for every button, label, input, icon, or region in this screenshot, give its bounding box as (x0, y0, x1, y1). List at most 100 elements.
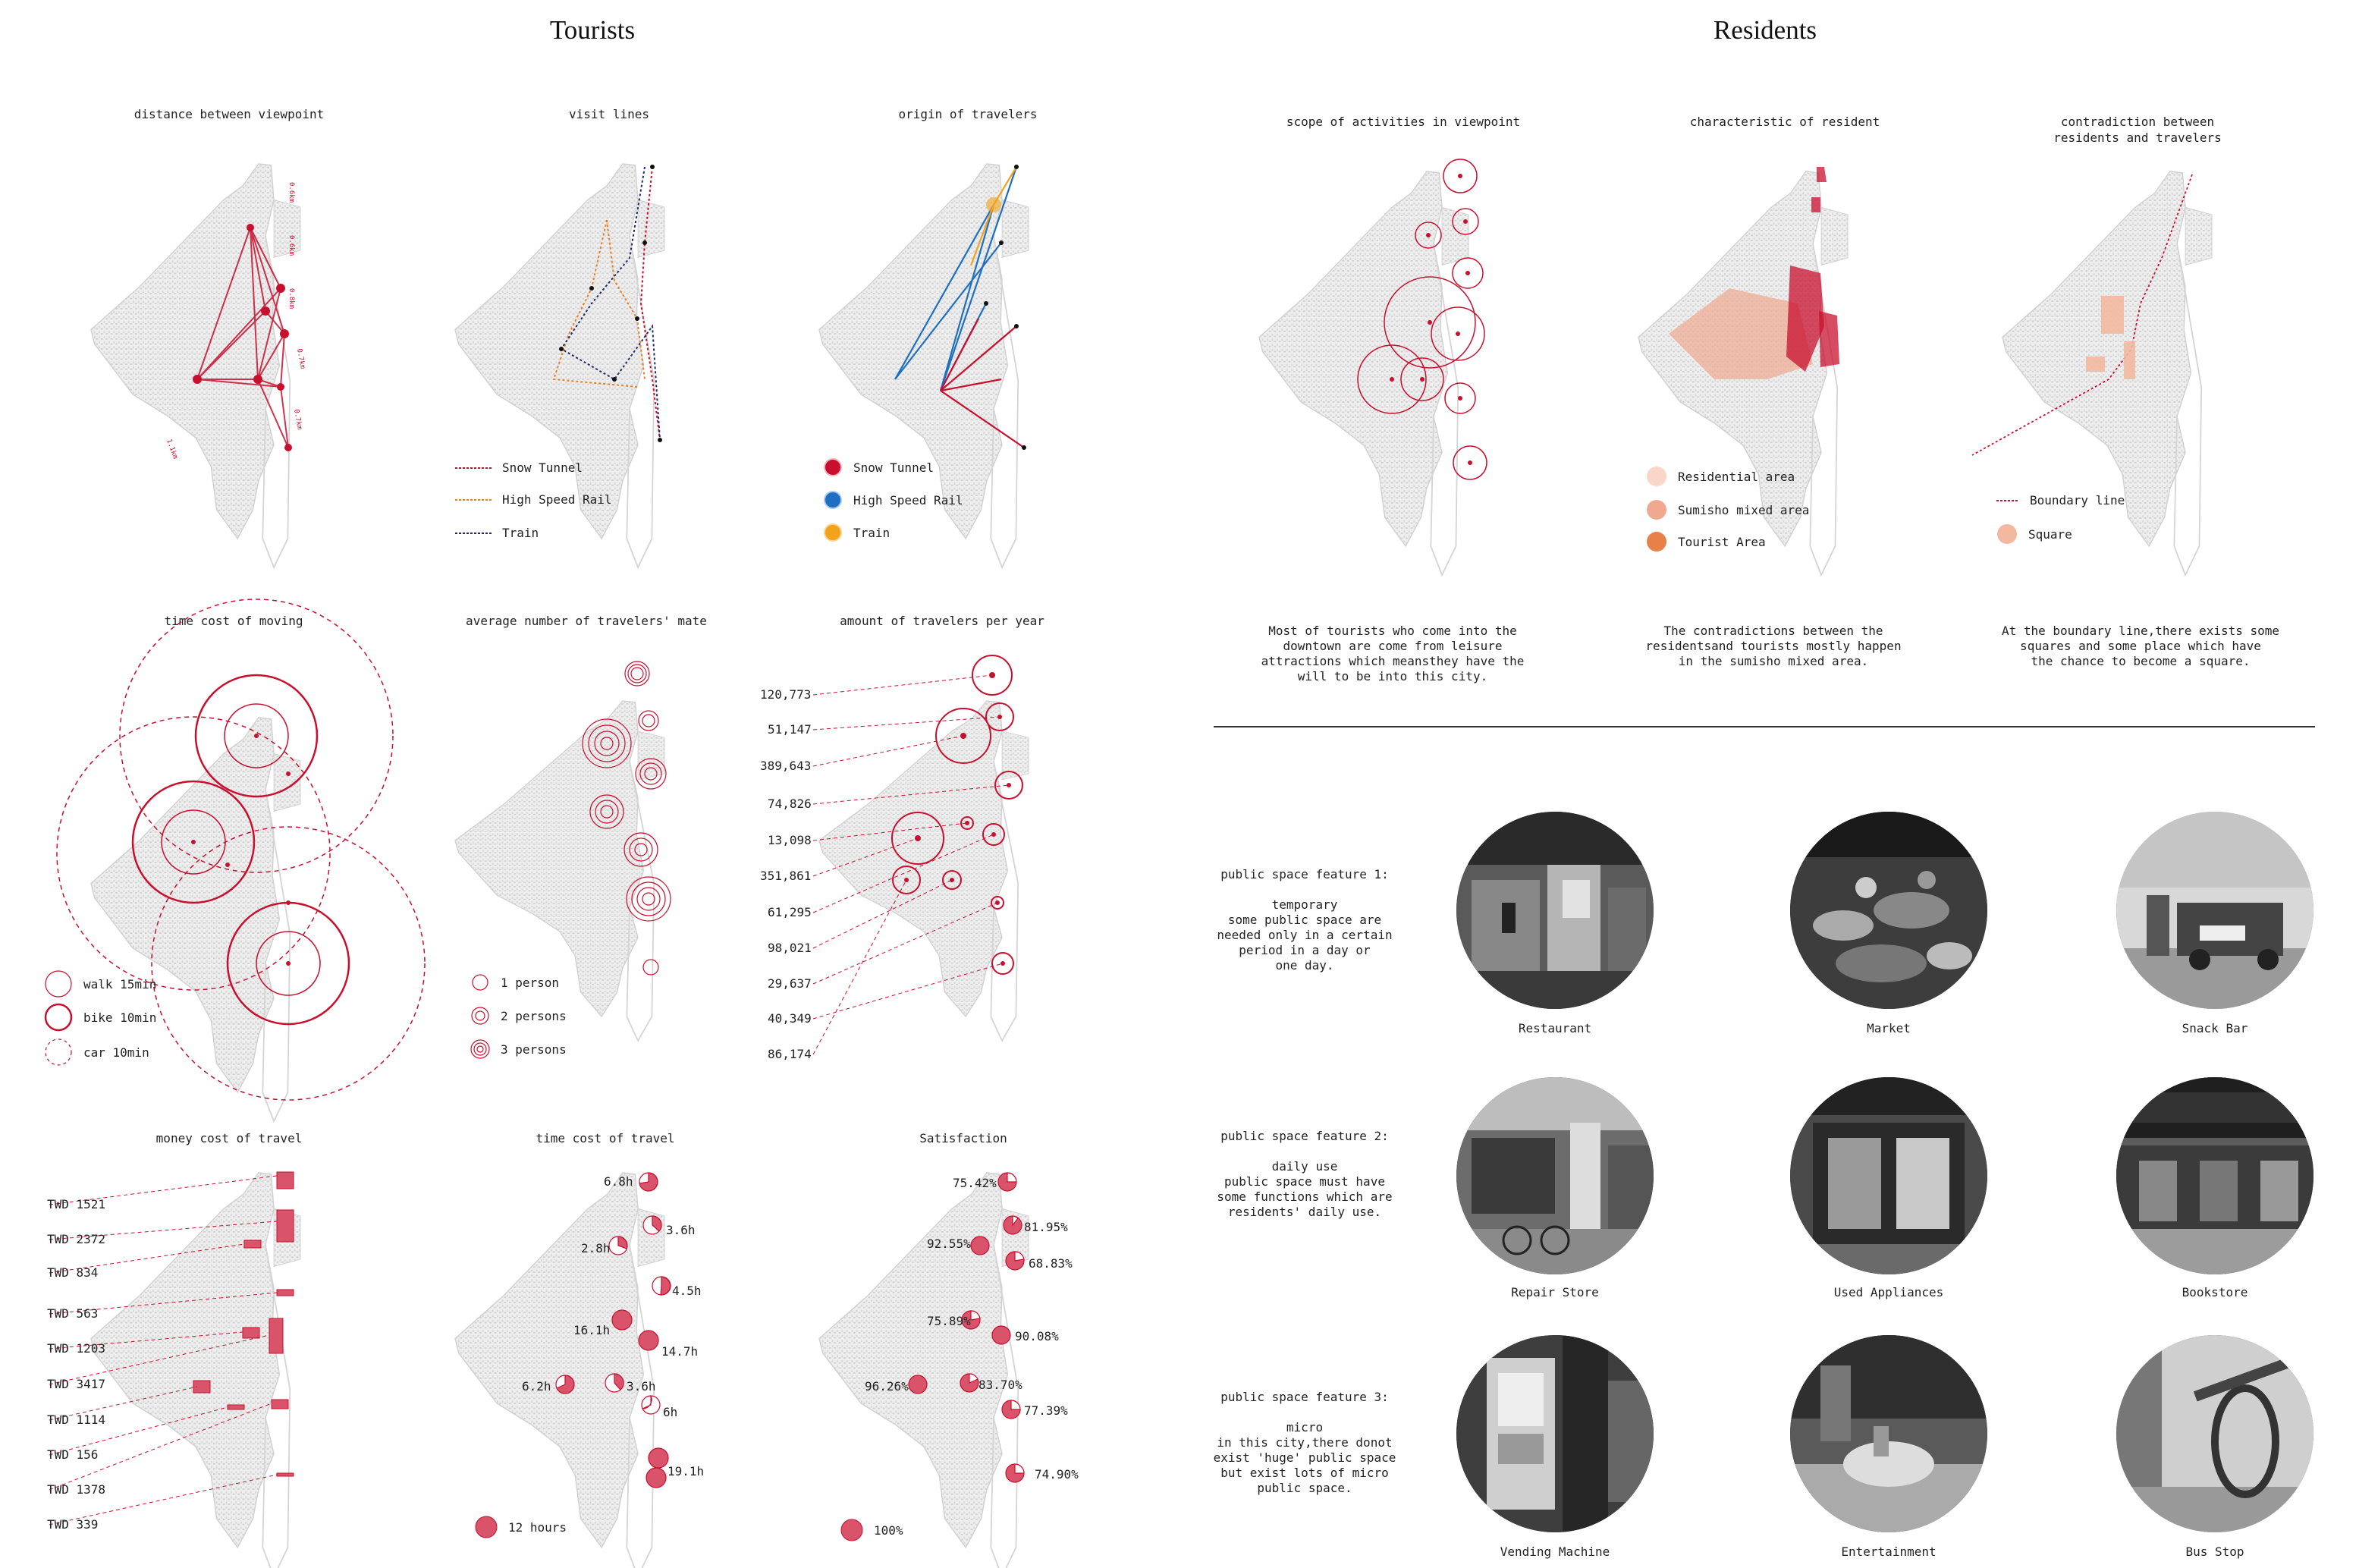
caption-used-appliances: Used Appliances (1833, 1285, 1944, 1299)
caption-restaurant: Restaurant (1518, 1021, 1592, 1035)
legend-train: Train (455, 526, 539, 540)
satisfaction-value: 75.42% (953, 1176, 997, 1190)
amount-value: 13,098 (768, 833, 812, 847)
timetravel-value: 4.5h (672, 1284, 702, 1298)
feature-3: public space feature 3: micro in this ci… (1213, 1390, 1396, 1495)
satisfaction-value: 92.55% (927, 1236, 971, 1251)
satisfaction-value: 83.70% (978, 1378, 1022, 1392)
amount-value: 351,861 (760, 869, 812, 883)
satisfaction-value: 75.89% (927, 1314, 971, 1328)
photo-repair-store (1456, 1077, 1654, 1274)
panel-title-timetravel: time cost of travel (536, 1131, 675, 1145)
caption-market: Market (1867, 1021, 1911, 1035)
section-divider (1214, 726, 2315, 727)
legend-tourist-area: Tourist Area (1646, 531, 1766, 552)
money-value: TWD 563 (47, 1306, 99, 1321)
map-character (1638, 167, 1849, 576)
map-satisfaction (818, 1172, 1029, 1568)
photo-entertainment (1790, 1335, 1987, 1532)
amount-value: 74,826 (768, 797, 812, 811)
panel-title-contradiction: contradiction between residents and trav… (2053, 115, 2222, 145)
legend-bike: bike 10min (44, 1003, 156, 1032)
amount-value: 98,021 (768, 941, 812, 955)
money-value: TWD 834 (47, 1265, 99, 1280)
dist-label: 0.8km (287, 288, 295, 309)
amount-value: 29,637 (768, 976, 812, 991)
amount-value: 389,643 (760, 759, 812, 773)
timetravel-value: 6h (663, 1405, 678, 1419)
residents-title: Residents (1713, 15, 1817, 45)
timetravel-value: 14.7h (661, 1344, 699, 1359)
photo-bus-stop (2116, 1335, 2313, 1532)
satisfaction-value: 90.08% (1015, 1329, 1059, 1343)
caption-vending-machine: Vending Machine (1500, 1544, 1610, 1559)
satisfaction-value: 96.26% (865, 1379, 909, 1394)
timetravel-value: 3.6h (627, 1379, 656, 1394)
legend-snow-tunnel: Snow Tunnel (455, 460, 583, 475)
map-timetravel (454, 1172, 671, 1568)
panel-title-satisfaction: Satisfaction (919, 1131, 1007, 1145)
amount-value: 120,773 (760, 687, 812, 702)
resident-note-2: The contradictions between the residents… (1645, 624, 1902, 668)
legend-car: car 10min (44, 1038, 149, 1067)
panel-title-character: characteristic of resident (1689, 115, 1880, 129)
satisfaction-value: 81.95% (1024, 1220, 1068, 1234)
legend-mate-2: 2 persons (470, 1006, 567, 1026)
map-visit (454, 163, 665, 568)
amount-value: 61,295 (768, 905, 812, 919)
map-scope (1258, 159, 1487, 576)
photo-restaurant (1456, 812, 1654, 1009)
timetravel-value: 3.6h (666, 1223, 696, 1237)
photo-snack-bar (2116, 812, 2313, 1009)
photo-market (1790, 812, 1987, 1009)
photo-vending-machine (1456, 1335, 1654, 1532)
dist-label: 0.7km (295, 348, 306, 369)
timetravel-value: 2.8h (581, 1241, 611, 1255)
legend-high-speed-rail: High Speed Rail (455, 492, 612, 507)
panel-title-distance: distance between viewpoint (133, 107, 325, 121)
legend-origin-train: Train (823, 523, 890, 542)
map-origin (818, 163, 1029, 568)
legend-origin-hsr: High Speed Rail (823, 490, 963, 510)
map-contradiction (1971, 171, 2213, 576)
caption-repair-store: Repair Store (1511, 1285, 1599, 1299)
caption-bus-stop: Bus Stop (2185, 1544, 2244, 1559)
dist-label: 1.1km (165, 438, 179, 460)
money-value: TWD 156 (47, 1447, 99, 1462)
resident-note-1: Most of tourists who come into the downt… (1261, 624, 1525, 683)
money-value: TWD 2372 (47, 1232, 106, 1246)
dist-label: 0.7km (292, 409, 303, 430)
caption-entertainment: Entertainment (1841, 1544, 1937, 1559)
panel-title-mate: average number of travelers' mate (466, 614, 707, 628)
photo-bookstore (2116, 1077, 2313, 1274)
amount-value: 86,174 (768, 1047, 812, 1061)
money-value: TWD 1521 (47, 1197, 106, 1211)
amount-value: 40,349 (768, 1011, 812, 1026)
dist-label: 0.6km (287, 235, 295, 256)
map-money (49, 1171, 301, 1568)
legend-residential: Residential area (1646, 466, 1795, 487)
satisfaction-value: 68.83% (1029, 1256, 1073, 1271)
panel-title-scope: scope of activities in viewpoint (1286, 115, 1521, 129)
legend-mate-1: 1 person (470, 973, 559, 992)
money-value: TWD 1378 (47, 1482, 106, 1497)
panel-title-amount: amount of travelers per year (840, 614, 1044, 628)
timetravel-value: 19.1h (667, 1464, 705, 1478)
money-value: TWD 1114 (47, 1412, 106, 1427)
money-value: TWD 339 (47, 1517, 99, 1532)
legend-100-percent: 100% (840, 1519, 903, 1541)
satisfaction-value: 77.39% (1024, 1403, 1068, 1418)
panel-title-timecost-moving: time cost of moving (164, 614, 303, 628)
resident-note-3: At the boundary line,there exists some s… (2001, 624, 2280, 668)
panel-title-origin: origin of travelers (898, 107, 1038, 121)
feature-1: public space feature 1: temporary some p… (1217, 867, 1393, 973)
legend-origin-snow: Snow Tunnel (823, 457, 934, 477)
map-distance: 0.6km 0.6km 0.8km 0.7km 0.7km 1.1km (90, 163, 306, 568)
legend-mixed: Sumisho mixed area (1646, 499, 1809, 520)
feature-2: public space feature 2: daily use public… (1217, 1129, 1393, 1219)
tourists-title: Tourists (549, 15, 636, 45)
timetravel-value: 6.2h (522, 1379, 551, 1394)
money-value: TWD 1203 (47, 1341, 106, 1356)
timetravel-value: 16.1h (573, 1323, 611, 1337)
dist-label: 0.6km (287, 182, 295, 203)
